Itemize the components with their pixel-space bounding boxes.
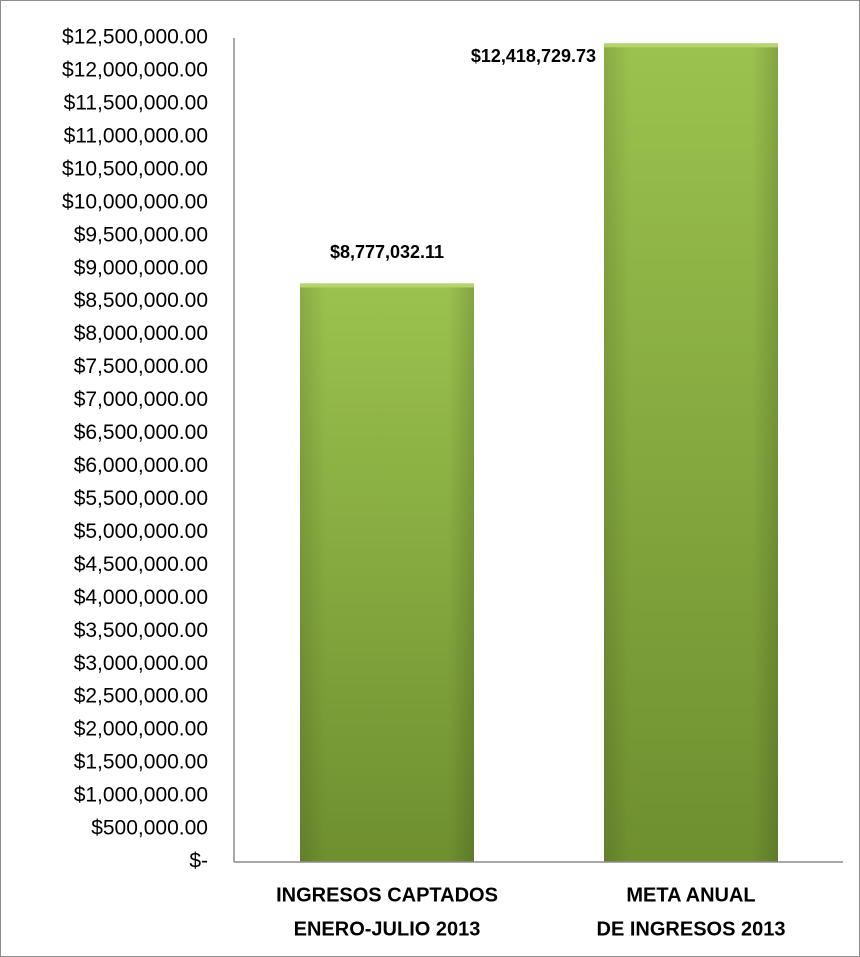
bars xyxy=(300,43,778,862)
y-axis-tick-labels: $- $500,000.00 $1,000,000.00 $1,500,000.00 $… xyxy=(62,26,208,873)
y-tick-label: $10,500,000.00 xyxy=(62,157,208,180)
x-category-label: META ANUAL xyxy=(626,884,755,906)
y-tick-label: $8,500,000.00 xyxy=(74,289,208,312)
bar-shading xyxy=(604,43,778,862)
y-tick-label: $6,500,000.00 xyxy=(74,421,208,444)
y-tick-label: $- xyxy=(189,850,208,873)
y-tick-label: $9,000,000.00 xyxy=(74,256,208,279)
data-label: $12,418,729.73 xyxy=(471,46,596,66)
y-tick-label: $6,000,000.00 xyxy=(74,454,208,477)
y-tick-label: $2,000,000.00 xyxy=(74,718,208,741)
data-labels: $8,777,032.11 $12,418,729.73 xyxy=(330,46,596,262)
y-tick-label: $1,500,000.00 xyxy=(74,751,208,774)
y-tick-label: $5,000,000.00 xyxy=(74,520,208,543)
y-tick-label: $500,000.00 xyxy=(91,817,208,840)
y-tick-label: $2,500,000.00 xyxy=(74,685,208,708)
y-tick-label: $4,500,000.00 xyxy=(74,553,208,576)
x-category-label: DE INGRESOS 2013 xyxy=(597,918,786,940)
bar-top-highlight xyxy=(604,43,778,48)
y-tick-label: $3,500,000.00 xyxy=(74,619,208,642)
bar-shading xyxy=(300,283,474,862)
y-tick-label: $11,500,000.00 xyxy=(64,91,208,114)
y-tick-label: $10,000,000.00 xyxy=(62,190,208,213)
y-tick-label: $7,500,000.00 xyxy=(74,355,208,378)
y-tick-label: $12,500,000.00 xyxy=(62,26,208,49)
y-tick-label: $3,000,000.00 xyxy=(74,652,208,675)
y-tick-label: $8,000,000.00 xyxy=(74,322,208,345)
y-tick-label: $1,000,000.00 xyxy=(74,784,208,807)
y-tick-label: $7,000,000.00 xyxy=(74,388,208,411)
category-labels: INGRESOS CAPTADOS ENERO-JULIO 2013 META AN… xyxy=(276,884,785,940)
y-tick-label: $5,500,000.00 xyxy=(74,487,208,510)
y-tick-label: $12,000,000.00 xyxy=(62,59,208,82)
bar-top-highlight xyxy=(300,283,474,288)
y-tick-label: $9,500,000.00 xyxy=(74,223,208,246)
y-tick-label: $11,000,000.00 xyxy=(64,124,208,147)
x-category-label: INGRESOS CAPTADOS xyxy=(276,884,498,906)
x-category-label: ENERO-JULIO 2013 xyxy=(294,918,481,940)
data-label: $8,777,032.11 xyxy=(330,242,444,262)
y-tick-label: $4,000,000.00 xyxy=(74,586,208,609)
